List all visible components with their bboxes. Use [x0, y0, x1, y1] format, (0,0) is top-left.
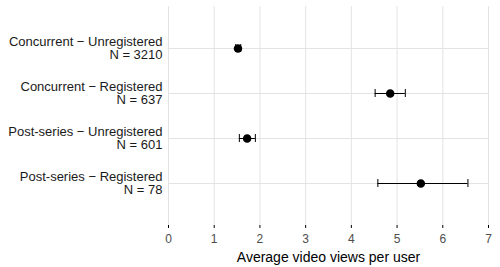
- svg-text:Concurrent − UnregisteredN = 3: Concurrent − UnregisteredN = 3210: [9, 34, 163, 62]
- svg-text:7: 7: [485, 232, 492, 246]
- svg-text:1: 1: [211, 232, 218, 246]
- svg-text:Post-series − UnregisteredN =: Post-series − UnregisteredN = 601: [8, 124, 162, 152]
- svg-text:Post-series − RegisteredN = 78: Post-series − RegisteredN = 78: [20, 169, 163, 197]
- svg-text:6: 6: [439, 232, 446, 246]
- svg-text:2: 2: [257, 232, 264, 246]
- svg-text:0: 0: [165, 232, 172, 246]
- svg-text:5: 5: [394, 232, 401, 246]
- svg-text:Average video views per user: Average video views per user: [237, 249, 421, 265]
- svg-text:Concurrent − RegisteredN = 637: Concurrent − RegisteredN = 637: [21, 79, 163, 107]
- svg-text:3: 3: [302, 232, 309, 246]
- svg-text:4: 4: [348, 232, 355, 246]
